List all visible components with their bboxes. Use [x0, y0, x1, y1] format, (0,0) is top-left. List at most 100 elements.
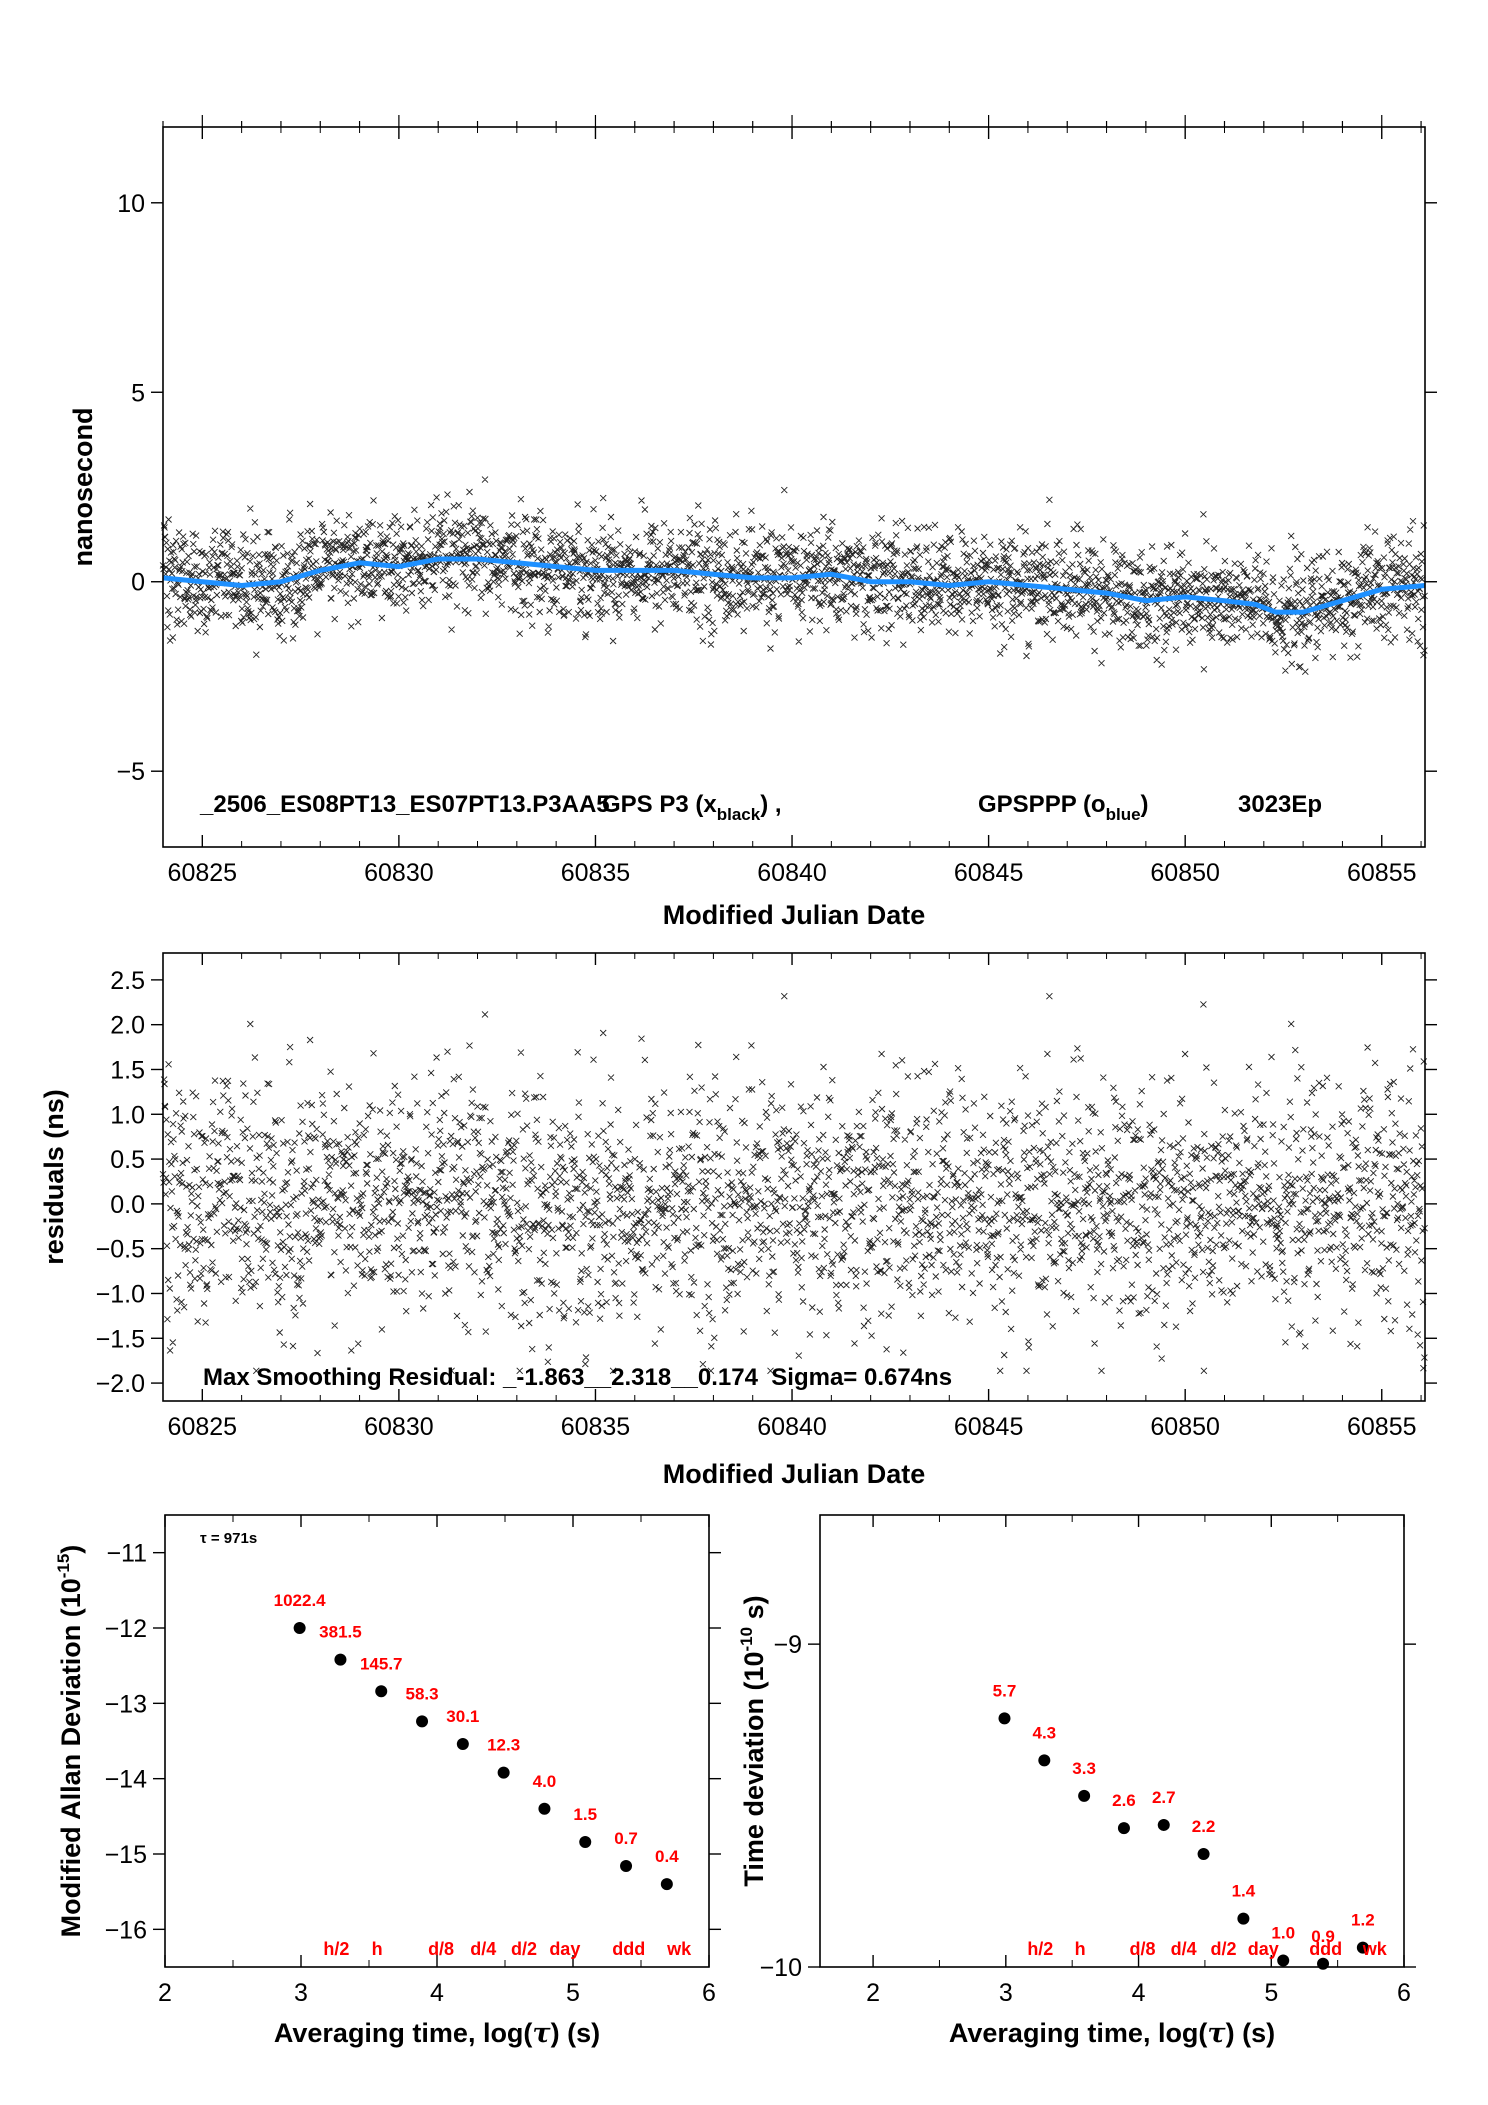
mdev-x-axis-label: Averaging time, log(τ) (s) — [274, 2018, 600, 2049]
tdev-point — [1237, 1912, 1250, 1925]
residuals-xtick-label: 60850 — [1150, 1413, 1220, 1441]
mdev-xtick-label: 2 — [158, 1979, 172, 2007]
tdev-xtick-label: 3 — [999, 1979, 1013, 2007]
mdev-period-tag: day — [549, 1939, 580, 1959]
timeseries-panel: 60825 60830 60835 60840 60845 60850 60855 −5 0 5 1… — [68, 115, 1437, 930]
residuals-ytick-label: 1.5 — [110, 1056, 145, 1084]
mdev-value-label: 12.3 — [487, 1736, 520, 1755]
tdev-panel: 2 3 4 5 6 −10 −9 5.7 4.3 3.3 2.6 2.7 2.2 1.4 1.0 0.9 1.… — [737, 1514, 1416, 2049]
tdev-x-axis-label-main: Averaging time, log( — [949, 2018, 1208, 2048]
residuals-ticks: 60825 60830 60835 60840 60845 60850 60855 −2.0 −… — [96, 953, 1437, 1441]
mdev-ytick-label: −14 — [105, 1766, 148, 1794]
tdev-value-label: 1.2 — [1351, 1911, 1375, 1930]
residuals-ytick-label: −0.5 — [96, 1236, 145, 1264]
mdev-panel: 2 3 4 5 6 −16 −15 −14 −13 −12 −11 1022.4 381.5 145.7… — [54, 1514, 721, 2049]
mdev-period-tag: ddd — [612, 1939, 645, 1959]
tdev-value-label: 2.6 — [1112, 1791, 1136, 1810]
residuals-ytick-label: 0.5 — [110, 1146, 145, 1174]
residuals-xtick-label: 60845 — [954, 1413, 1024, 1441]
tdev-period-tag: h/2 — [1027, 1939, 1053, 1959]
mdev-value-label: 145.7 — [360, 1654, 403, 1673]
mdev-period-tag: d/8 — [428, 1939, 454, 1959]
timeseries-ticks: 60825 60830 60835 60840 60845 60850 60855 −5 0 5 1… — [116, 115, 1437, 887]
tdev-value-label: 5.7 — [993, 1681, 1017, 1700]
mdev-y-axis-label-close: ) — [56, 1545, 86, 1554]
tdev-xtick-label: 2 — [866, 1979, 880, 2007]
tdev-point — [1277, 1954, 1290, 1967]
tdev-point — [1078, 1789, 1091, 1802]
mdev-point — [497, 1766, 510, 1779]
mdev-point — [456, 1738, 469, 1751]
tdev-period-tag: h — [1075, 1939, 1086, 1959]
tdev-period-tag: ddd — [1309, 1939, 1342, 1959]
tdev-point — [1317, 1957, 1330, 1970]
residuals-xtick-label: 60840 — [757, 1413, 827, 1441]
tdev-ytick-label: −9 — [773, 1631, 802, 1659]
mdev-ytick-label: −12 — [105, 1615, 147, 1643]
timeseries-title: _2506_ES08PT13_ES07PT13.P3AA5 GPS P3 (xb… — [199, 791, 1322, 824]
timeseries-ytick-label: 10 — [117, 190, 145, 218]
tdev-x-axis-label: Averaging time, log(τ) (s) — [949, 2018, 1275, 2049]
timeseries-title-station: _2506_ES08PT13_ES07PT13.P3AA5 — [199, 791, 610, 818]
mdev-point — [293, 1622, 306, 1634]
mdev-frame — [164, 1514, 710, 1968]
mdev-value-label: 4.0 — [533, 1772, 557, 1791]
timeseries-title-count: 3023Ep — [1238, 791, 1322, 818]
mdev-value-label: 1.5 — [573, 1805, 597, 1824]
mdev-ticks: 2 3 4 5 6 −16 −15 −14 −13 −12 −11 — [105, 1515, 721, 2007]
mdev-y-axis-label-exp: -15 — [54, 1554, 73, 1579]
tdev-ticks: 2 3 4 5 6 −10 −9 — [760, 1515, 1416, 2007]
gpsppp-series-line — [162, 556, 1426, 615]
mdev-point — [416, 1715, 429, 1728]
timeseries-title-ppp-sub: blue — [1106, 805, 1141, 824]
tdev-y-axis-label: Time deviation (10-10 s) — [737, 1595, 769, 1886]
timeseries-xtick-label: 60855 — [1347, 859, 1417, 887]
timeseries-ytick-label: 0 — [131, 569, 145, 597]
tdev-point — [998, 1712, 1011, 1725]
tdev-period-tag: d/4 — [1171, 1939, 1197, 1959]
residual-points — [159, 992, 1428, 1375]
timeseries-title-ppp: GPSPPP (o — [978, 791, 1106, 818]
mdev-y-axis-label: Modified Allan Deviation (10-15) — [54, 1545, 86, 1938]
timeseries-frame — [162, 126, 1426, 848]
mdev-value-label: 0.4 — [655, 1847, 679, 1866]
residuals-ytick-label: 2.0 — [110, 1012, 145, 1040]
residuals-annotation: Max Smoothing Residual: _-1.863__2.318__… — [203, 1364, 952, 1391]
mdev-ytick-label: −16 — [105, 1916, 147, 1944]
mdev-point — [660, 1878, 673, 1891]
mdev-point — [375, 1685, 388, 1698]
mdev-value-label: 58.3 — [405, 1684, 438, 1703]
residuals-ytick-label: −1.0 — [96, 1280, 145, 1308]
tdev-xtick-label: 6 — [1397, 1979, 1411, 2007]
mdev-period-tag: d/2 — [511, 1939, 537, 1959]
mdev-period-tag: d/4 — [470, 1939, 496, 1959]
residuals-ytick-label: −1.5 — [96, 1325, 145, 1353]
mdev-point — [579, 1835, 592, 1848]
timeseries-xtick-label: 60830 — [364, 859, 434, 887]
mdev-period-tag: h/2 — [323, 1939, 349, 1959]
mdev-value-label: 0.7 — [614, 1829, 638, 1848]
tdev-frame — [819, 1514, 1405, 1968]
mdev-period-tag: wk — [666, 1939, 692, 1959]
tdev-xtick-label: 5 — [1264, 1979, 1278, 2007]
tdev-point — [1038, 1754, 1051, 1767]
mdev-points: 1022.4 381.5 145.758.3 30.1 12.3 4.0 1.5 0.7 0.4… — [274, 1591, 692, 1959]
residuals-points — [159, 992, 1428, 1375]
timeseries-xtick-label: 60845 — [954, 859, 1024, 887]
mdev-xtick-label: 3 — [294, 1979, 308, 2007]
tdev-period-tag: day — [1248, 1939, 1279, 1959]
mdev-x-axis-label-tau: τ — [532, 2018, 551, 2049]
tdev-points: 5.7 4.3 3.3 2.6 2.7 2.2 1.4 1.0 0.9 1.2 h/2 h d/8 d/4… — [993, 1681, 1388, 1970]
mdev-point — [334, 1653, 347, 1666]
tdev-point — [1117, 1822, 1130, 1835]
tdev-ytick-label: −10 — [760, 1954, 802, 1982]
tdev-value-label: 3.3 — [1072, 1759, 1096, 1778]
timeseries-y-axis-label: nanosecond — [68, 407, 98, 566]
mdev-y-axis-label-main: Modified Allan Deviation (10 — [56, 1578, 86, 1937]
timeseries-xtick-label: 60850 — [1150, 859, 1220, 887]
tdev-period-tag: d/2 — [1210, 1939, 1236, 1959]
timeseries-title-gps-close: ) , — [760, 791, 781, 818]
tdev-xtick-label: 4 — [1132, 1979, 1146, 2007]
timeseries-xtick-label: 60840 — [757, 859, 827, 887]
